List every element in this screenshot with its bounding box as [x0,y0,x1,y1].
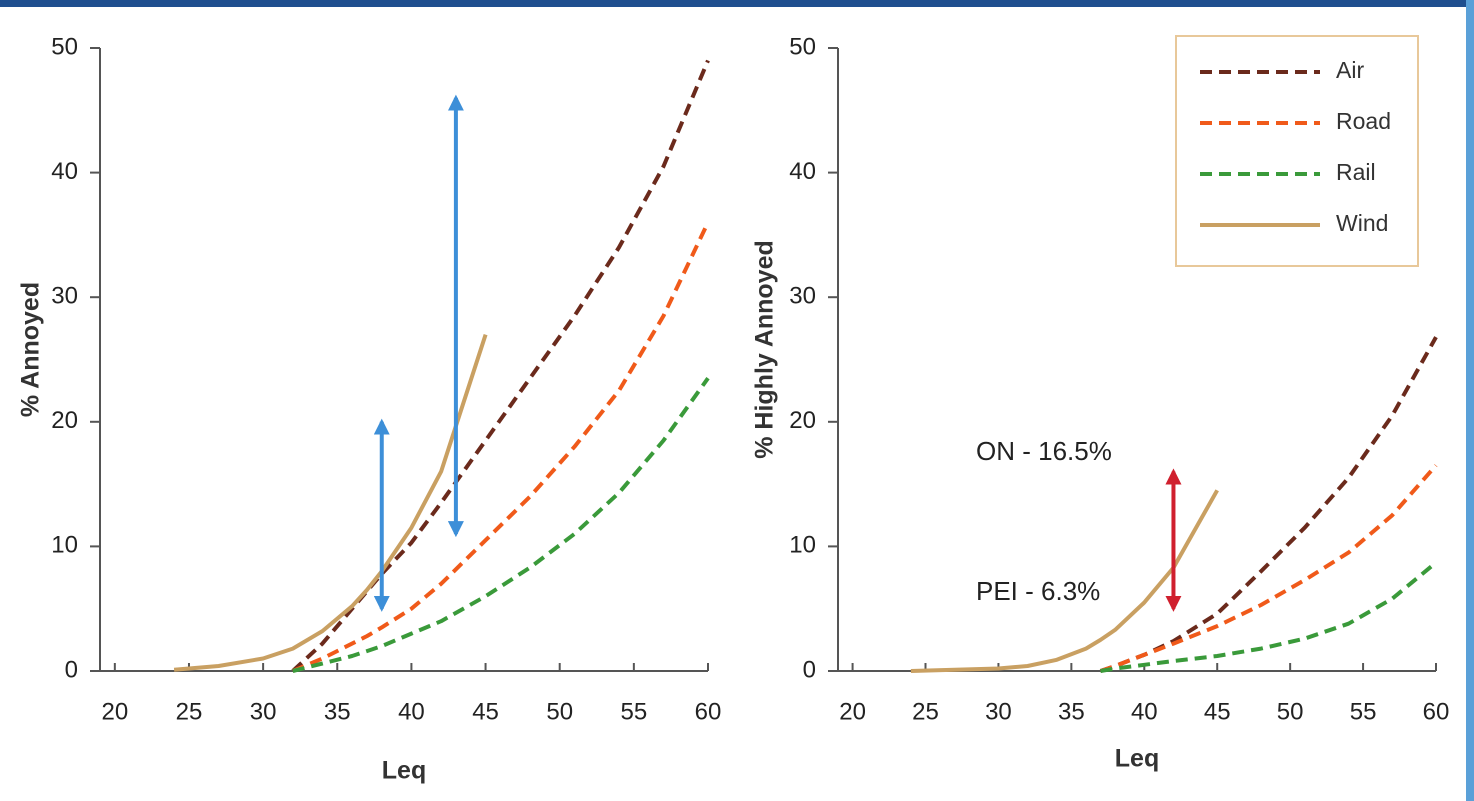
y-tick-label: 40 [789,158,816,185]
x-tick-label: 40 [398,698,425,725]
legend-label: Wind [1336,210,1388,236]
y-tick-label: 30 [51,283,78,310]
y-tick-label: 50 [789,33,816,60]
series-line [1100,561,1438,673]
annotation: ON - 16.5% [976,436,1112,466]
series-line [910,489,1219,673]
legend-label: Rail [1336,159,1376,185]
series-line [1099,336,1438,673]
y-tick-label: 50 [51,33,78,60]
x-tick-label: 60 [1423,698,1450,725]
y-axis-title: % Highly Annoyed [751,240,779,459]
frame-top [0,0,1474,7]
x-tick-label: 20 [101,698,128,725]
series-line [1099,464,1438,673]
y-tick-label: 20 [51,407,78,434]
x-axis-title: Leq [382,757,426,785]
frame-right [1466,0,1474,801]
x-tick-label: 50 [1277,698,1304,725]
legend-label: Air [1336,57,1364,83]
legend-box [1175,35,1419,267]
series-line [292,377,710,673]
x-tick-label: 60 [695,698,722,725]
x-tick-label: 25 [912,698,939,725]
x-tick-label: 45 [1204,698,1231,725]
y-tick-label: 0 [65,656,78,683]
y-tick-label: 30 [789,283,816,310]
series-line [292,221,710,673]
y-tick-label: 20 [789,407,816,434]
y-axis-title: % Annoyed [17,282,45,417]
y-tick-label: 40 [51,158,78,185]
y-tick-label: 10 [51,532,78,559]
y-tick-label: 0 [803,656,816,683]
y-tick-label: 10 [789,532,816,559]
x-tick-label: 50 [546,698,573,725]
x-tick-label: 40 [1131,698,1158,725]
x-tick-label: 25 [176,698,203,725]
x-tick-label: 55 [1350,698,1377,725]
legend-label: Road [1336,108,1391,134]
x-tick-label: 35 [324,698,351,725]
x-tick-label: 55 [621,698,648,725]
x-axis-title: Leq [1115,745,1159,773]
annotation: PEI - 6.3% [976,576,1100,606]
x-tick-label: 45 [472,698,499,725]
x-tick-label: 30 [250,698,277,725]
series-line [173,333,488,672]
x-tick-label: 20 [839,698,866,725]
x-tick-label: 30 [985,698,1012,725]
x-tick-label: 35 [1058,698,1085,725]
